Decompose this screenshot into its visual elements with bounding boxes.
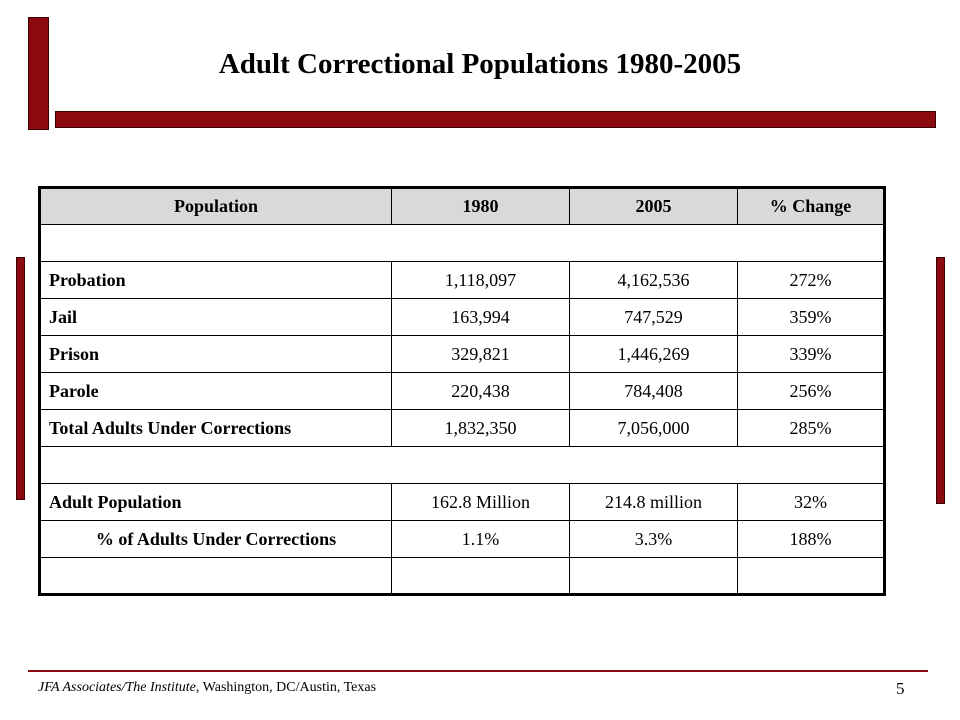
cell-1980: 162.8 Million — [391, 483, 570, 521]
cell-1980: 329,821 — [391, 335, 570, 373]
table-row: Adult Population 162.8 Million 214.8 mil… — [39, 483, 885, 521]
cell-change: 339% — [737, 335, 885, 373]
table-row: Total Adults Under Corrections 1,832,350… — [39, 409, 885, 447]
cell-1980: 1,832,350 — [391, 409, 570, 447]
footer-divider — [28, 670, 928, 672]
cell-change: 285% — [737, 409, 885, 447]
decorative-bar-top-horizontal — [55, 111, 936, 128]
page-title: Adult Correctional Populations 1980-2005 — [218, 48, 742, 80]
row-label: Prison — [39, 335, 392, 373]
row-label: Total Adults Under Corrections — [39, 409, 392, 447]
decorative-bar-left-vertical — [28, 17, 49, 130]
table-empty-row — [39, 557, 885, 595]
header-2005: 2005 — [569, 187, 738, 225]
decorative-bar-right-side — [936, 257, 945, 504]
table-spacer-row — [39, 446, 885, 484]
footer-location: , Washington, DC/Austin, Texas — [195, 680, 377, 695]
cell-2005: 747,529 — [569, 298, 738, 336]
cell-change: 272% — [737, 261, 885, 299]
cell-1980: 1,118,097 — [391, 261, 570, 299]
cell-change: 359% — [737, 298, 885, 336]
table-row: % of Adults Under Corrections 1.1% 3.3% … — [39, 520, 885, 558]
footer-org: JFA Associates/The Institute — [38, 680, 196, 695]
row-label: Jail — [39, 298, 392, 336]
cell-2005: 214.8 million — [569, 483, 738, 521]
row-label: Probation — [39, 261, 392, 299]
header-population: Population — [39, 187, 392, 225]
row-label: Adult Population — [39, 483, 392, 521]
cell-2005: 7,056,000 — [569, 409, 738, 447]
cell-1980: 220,438 — [391, 372, 570, 410]
table-spacer-row — [39, 224, 885, 262]
cell-1980: 1.1% — [391, 520, 570, 558]
row-label: Parole — [39, 372, 392, 410]
table-row: Probation 1,118,097 4,162,536 272% — [39, 261, 885, 299]
cell-change: 256% — [737, 372, 885, 410]
table-header-row: Population 1980 2005 % Change — [39, 187, 885, 225]
table-row: Parole 220,438 784,408 256% — [39, 372, 885, 410]
cell-2005: 1,446,269 — [569, 335, 738, 373]
header-percent-change: % Change — [737, 187, 885, 225]
footer-credit: JFA Associates/The Institute, Washington… — [38, 680, 376, 696]
corrections-table: Population 1980 2005 % Change Probation … — [38, 186, 886, 596]
cell-2005: 3.3% — [569, 520, 738, 558]
cell-2005: 784,408 — [569, 372, 738, 410]
cell-change: 32% — [737, 483, 885, 521]
decorative-bar-left-side — [16, 257, 25, 500]
table-row: Prison 329,821 1,446,269 339% — [39, 335, 885, 373]
page-number: 5 — [896, 679, 905, 698]
header-1980: 1980 — [391, 187, 570, 225]
row-label: % of Adults Under Corrections — [39, 520, 392, 558]
table-row: Jail 163,994 747,529 359% — [39, 298, 885, 336]
cell-change: 188% — [737, 520, 885, 558]
cell-2005: 4,162,536 — [569, 261, 738, 299]
cell-1980: 163,994 — [391, 298, 570, 336]
